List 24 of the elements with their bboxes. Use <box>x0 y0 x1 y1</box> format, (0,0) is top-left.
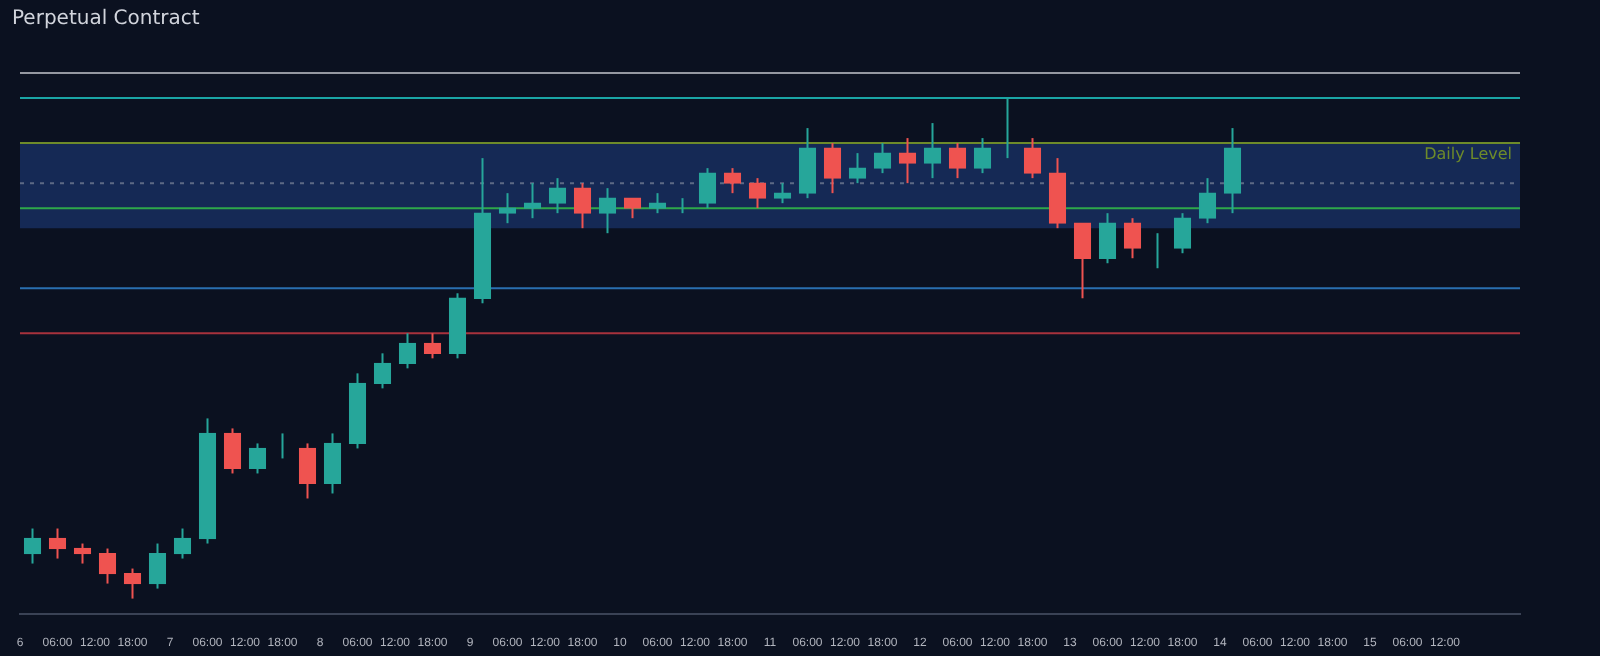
candlestick <box>1048 157 1067 230</box>
ref-line-label: Daily Level <box>1424 145 1512 164</box>
candlestick <box>148 542 167 590</box>
candlestick <box>1223 127 1242 215</box>
candlestick <box>598 187 617 235</box>
chart-title: Perpetual Contract <box>10 6 202 34</box>
candlestick <box>823 142 842 195</box>
candlestick <box>773 182 792 205</box>
candlestick <box>1173 212 1192 255</box>
candlestick <box>48 527 67 560</box>
candlestick <box>898 137 917 185</box>
candlestick <box>423 332 442 360</box>
candlestick <box>298 442 317 500</box>
candlestick <box>698 167 717 210</box>
candlestick <box>1073 222 1092 300</box>
candlestick <box>923 122 942 180</box>
candlestick <box>623 197 642 220</box>
candlestick <box>723 167 742 195</box>
candlestick <box>1098 212 1117 265</box>
candlestick <box>123 567 142 600</box>
candlestick <box>798 127 817 200</box>
candlestick <box>848 152 867 185</box>
candlestick <box>223 427 242 475</box>
candlestick <box>323 432 342 495</box>
